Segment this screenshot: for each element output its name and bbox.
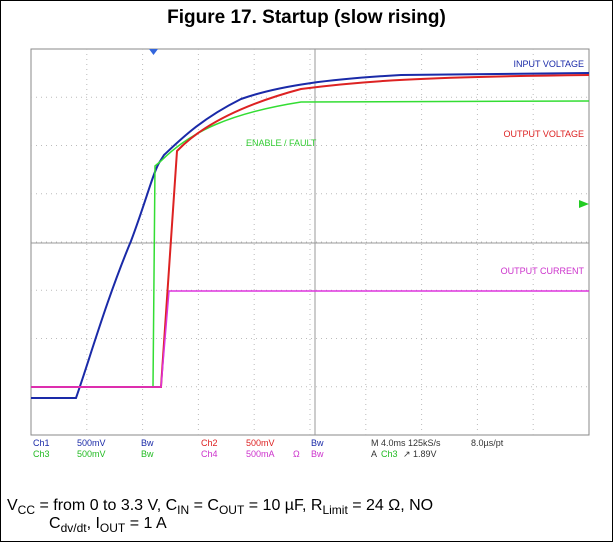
- readout-text: 8.0µs/pt: [471, 438, 504, 448]
- caption-text: , I: [86, 515, 100, 532]
- readout-text: Ch3: [381, 449, 398, 459]
- readout-text: Bw: [311, 449, 324, 459]
- readout-text: Bw: [141, 438, 154, 448]
- readout-text: 500mV: [246, 438, 275, 448]
- graticule-frame: [30, 48, 590, 436]
- subscript: OUT: [99, 521, 126, 535]
- readout-text: 500mA: [246, 449, 275, 459]
- subscript: CC: [17, 503, 36, 517]
- readout-text: Ω: [293, 449, 300, 459]
- subscript: IN: [177, 503, 190, 517]
- caption: VCC = from 0 to 3.3 V, CIN = COUT = 10 µ…: [7, 497, 434, 535]
- caption-text: = 24 Ω, NO: [347, 497, 434, 514]
- trace-label: ENABLE / FAULT: [246, 138, 317, 148]
- readout-text: 1.89V: [413, 449, 437, 459]
- caption-text: = 10 µF, R: [244, 497, 323, 514]
- enable-trace: [31, 100, 590, 388]
- caption-line: VCC = from 0 to 3.3 V, CIN = COUT = 10 µ…: [7, 497, 434, 517]
- caption-line: Cdv/dt, IOUT = 1 A: [7, 515, 433, 535]
- readout-text: Ch3: [33, 449, 50, 459]
- subscript: dv/dt: [60, 521, 87, 535]
- readout: Ch1 500mV Bw Ch2 500mV Bw M 4.0ms 125kS/s 8.0µs…: [33, 438, 504, 459]
- readout-text: Ch4: [201, 449, 218, 459]
- readout-text: 500mV: [77, 438, 106, 448]
- caption-text: C: [49, 515, 61, 532]
- readout-text: Bw: [311, 438, 324, 448]
- readout-text: A: [371, 449, 377, 459]
- scope-screen: INPUT VOLTAGE OUTPUT VOLTAGE ENABLE / FA…: [30, 48, 590, 459]
- readout-text: ↗: [403, 449, 411, 459]
- trace-label: OUTPUT VOLTAGE: [503, 129, 584, 139]
- readout-text: 500mV: [77, 449, 106, 459]
- input-trace: [31, 72, 590, 399]
- output-trace: [31, 74, 590, 388]
- caption-text: = 1 A: [125, 515, 167, 532]
- caption-text: = from 0 to 3.3 V, C: [35, 497, 178, 514]
- subscript: OUT: [218, 503, 245, 517]
- trigger-level-marker: [579, 200, 589, 208]
- readout-text: Ch2: [201, 438, 218, 448]
- current-trace: [31, 290, 589, 388]
- caption-text: = C: [189, 497, 219, 514]
- trigger-marker: [149, 49, 158, 55]
- subscript: Limit: [322, 503, 348, 517]
- readout-text: Ch1: [33, 438, 50, 448]
- readout-text: Bw: [141, 449, 154, 459]
- trace-label: OUTPUT CURRENT: [501, 266, 585, 276]
- caption-text: V: [7, 497, 18, 514]
- figure-title: Figure 17. Startup (slow rising): [167, 7, 446, 28]
- readout-text: M 4.0ms 125kS/s: [371, 438, 441, 448]
- trace-label: INPUT VOLTAGE: [513, 59, 584, 69]
